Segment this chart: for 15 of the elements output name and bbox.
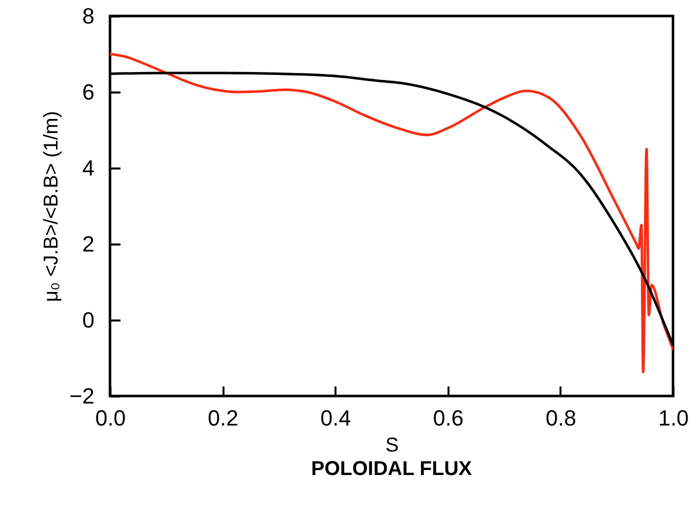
y-tick-label: 2 [82, 232, 94, 256]
x-tick-label: 0.2 [208, 406, 238, 430]
text: POLOIDAL FLUX [311, 458, 473, 480]
x-axis-title: S [385, 434, 399, 456]
x-tick-label: 0.0 [95, 406, 126, 430]
y-tick-label: −2 [69, 384, 94, 408]
x-tick-label: 0.6 [433, 406, 464, 430]
y-tick-label: 6 [82, 80, 94, 104]
y-tick-label: 4 [82, 156, 94, 180]
x-tick-label: 0.8 [546, 406, 576, 430]
x-tick-label: 1.0 [658, 406, 689, 430]
y-tick-label: 0 [82, 308, 94, 332]
y-axis-title: μ₀ <J.B>/<B.B> (1/m) [40, 110, 62, 302]
x-tick-label: 0.4 [320, 406, 351, 430]
y-tick-label: 8 [82, 4, 94, 28]
